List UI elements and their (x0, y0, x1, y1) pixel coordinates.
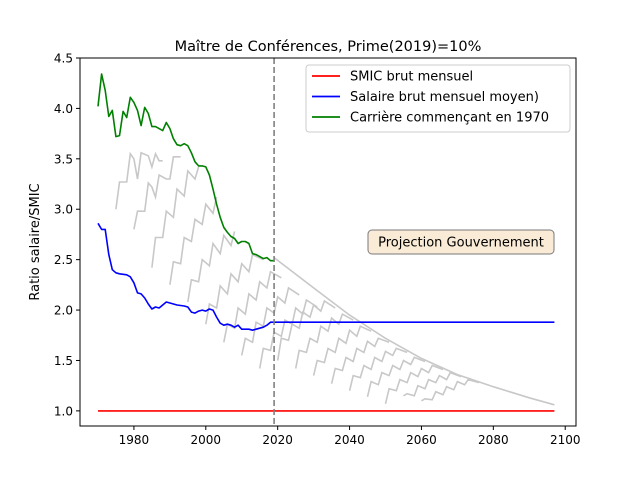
gray-career-curve (187, 231, 236, 303)
annotation-background (367, 229, 555, 255)
gray-career-curve (366, 356, 426, 397)
y-tick-label: 1.0 (54, 404, 73, 418)
series-line-1 (97, 222, 555, 332)
gray-career-curve (133, 156, 181, 230)
gray-career-curve (240, 286, 300, 356)
gray-career-curve (258, 298, 318, 369)
gray-career-curve (205, 253, 264, 325)
chart-title: Maître de Conférences, Prime(2019)=10% (175, 39, 482, 55)
annotation-box: Projection Gouvernement (367, 229, 555, 255)
gray-career-curve (384, 364, 444, 404)
y-tick-label: 4.0 (54, 102, 73, 116)
legend-label-2: Carrière commençant en 1970 (350, 111, 549, 126)
legend-label-1: Salaire brut mensuel moyen) (350, 90, 539, 105)
series-lines (97, 73, 555, 412)
legend-frame (305, 64, 571, 133)
y-tick-label: 2.0 (54, 304, 73, 318)
x-tick-label: 2080 (478, 433, 509, 447)
gray-career-curve (273, 256, 555, 406)
x-tick-label: 2100 (550, 433, 581, 447)
legend-label-0: SMIC brut mensuel (350, 70, 473, 85)
gray-career-curve (223, 270, 282, 343)
gray-career-curve (421, 378, 480, 402)
gray-career-curve (348, 347, 408, 391)
y-axis-ticks: 1.0 1.5 2.0 2.5 3.0 3.5 4.0 4.5 (54, 52, 80, 418)
x-tick-label: 2000 (191, 433, 222, 447)
annotation-text: Projection Gouvernement (378, 236, 544, 251)
plot-frame (79, 57, 577, 427)
gray-career-curve (151, 166, 200, 268)
gray-career-curve (115, 151, 163, 210)
y-tick-label: 1.5 (54, 354, 73, 368)
x-tick-label: 2040 (334, 433, 365, 447)
series-line-2 (97, 73, 275, 262)
gray-career-curve (312, 325, 372, 376)
legend: SMIC brut mensuel Salaire brut mensuel mo… (305, 64, 571, 133)
x-tick-label: 2020 (262, 433, 293, 447)
gray-career-curve (403, 371, 462, 397)
y-tick-label: 3.0 (54, 203, 73, 217)
gray-career-curve (294, 312, 354, 369)
gray-career-curve (276, 299, 336, 361)
x-tick-label: 2060 (406, 433, 437, 447)
y-tick-label: 3.5 (54, 152, 73, 166)
y-tick-label: 2.5 (54, 253, 73, 267)
y-axis-label: Ratio salaire/SMIC (28, 183, 43, 300)
x-tick-label: 1980 (119, 433, 150, 447)
gray-career-curves (115, 151, 555, 406)
y-tick-label: 4.5 (54, 52, 73, 66)
gray-career-curve (330, 337, 390, 384)
x-axis-ticks: 1980 2000 2020 2040 2060 2080 2100 (119, 426, 581, 447)
gray-career-curve (169, 196, 218, 285)
